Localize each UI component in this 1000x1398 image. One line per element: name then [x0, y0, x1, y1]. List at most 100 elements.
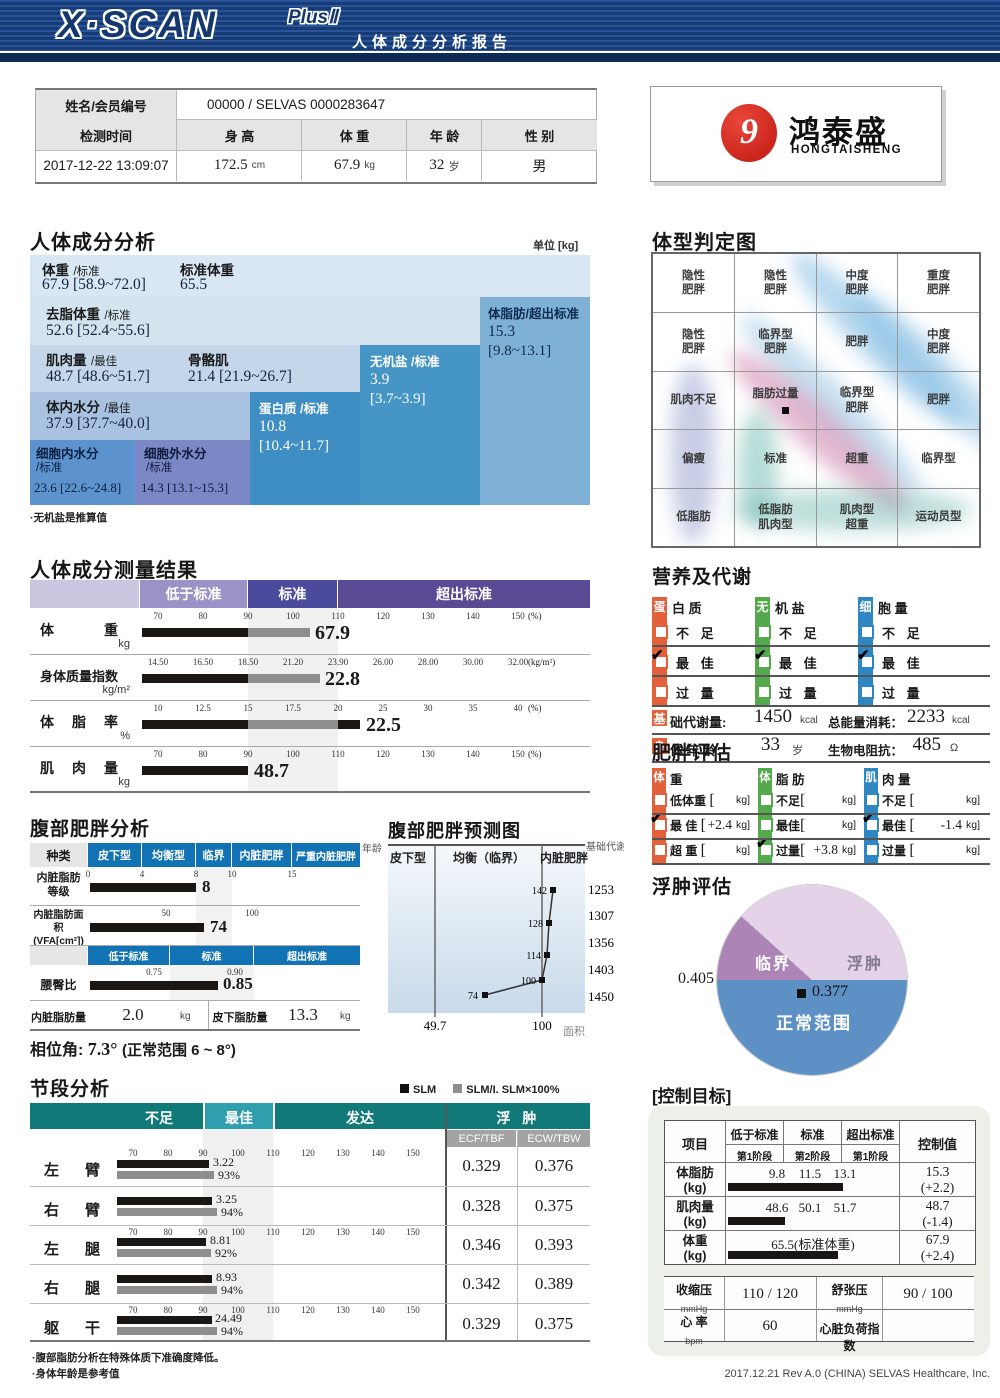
- checkbox: [860, 655, 874, 669]
- control-header-stage: 第2阶段: [794, 1152, 831, 1163]
- bodytype-cell: 肥胖: [927, 394, 950, 407]
- bmr-value: 1450: [754, 706, 792, 727]
- header-white-line: [0, 51, 1000, 53]
- bodytype-cell: 运动员型: [915, 511, 962, 524]
- cardiac-load-label: 心脏负荷指数: [819, 1322, 880, 1353]
- checkbox: [865, 818, 879, 832]
- bodyage-tab: 身: [652, 738, 667, 754]
- control-row-fat-target: 15.3 (+2.2): [920, 1164, 955, 1195]
- icw-box: 细胞内水分 /标准 23.6 [22.6~24.8]: [30, 440, 135, 505]
- prediction-bmr-label: 1356: [588, 935, 615, 950]
- segment-title: 节段分析: [30, 1079, 111, 1100]
- checkbox: [759, 843, 773, 857]
- checkmark: ✔: [754, 647, 767, 664]
- mineral-box: 无机盐 /标准 3.9 [3.7~3.9]: [360, 345, 480, 505]
- vfa-area-value: 74: [210, 917, 227, 936]
- control-header-low: 低于标准: [730, 1128, 779, 1142]
- bodyage-label: 体 年 龄:: [670, 743, 721, 758]
- diastolic-value: 90 / 100: [903, 1286, 953, 1302]
- edema-normal-label: 正常范围: [776, 1014, 852, 1033]
- cellmass-label: 胞 量: [878, 601, 908, 616]
- header-dark-strip: [0, 53, 1000, 62]
- abdominal-type: 皮下型: [88, 843, 141, 867]
- bodytype-cell-current: 脂肪过量: [752, 388, 799, 401]
- bodytype-cell: 中度 肥胖: [845, 269, 869, 296]
- weight-value: 67.9 kg: [301, 150, 407, 181]
- segment-header-best: 最佳: [225, 1110, 253, 1126]
- impedance-value: 485: [912, 734, 942, 755]
- zone-high: 超出标准: [254, 946, 360, 965]
- brand-logo-icon: 9: [721, 104, 777, 162]
- control-title: [控制目标]: [652, 1087, 732, 1106]
- tee-value: 2233: [907, 706, 945, 727]
- composition-unit: 单位 [kg]: [533, 240, 579, 252]
- segment-header-edema: 浮 肿: [496, 1110, 541, 1126]
- control-header-stage: 第1阶段: [736, 1152, 773, 1163]
- name-label: 姓名/会员编号: [36, 90, 176, 121]
- abdominal-type: 严重内脏肥胖: [292, 843, 360, 867]
- abdominal-type-label: 种类: [30, 843, 87, 867]
- checkmark: ✔: [857, 647, 870, 664]
- measurement-title: 人体成分测量结果: [30, 560, 198, 582]
- segment-header-low: 不足: [145, 1110, 173, 1126]
- body-fat-box: 体脂肪/超出标准 15.3 [9.8~13.1]: [480, 297, 590, 505]
- body-type-title: 体型判定图: [652, 232, 757, 254]
- brand-logo-box: 9 鸿泰盛 HONGTAISHENG: [650, 86, 942, 182]
- age-label: 年 龄: [406, 120, 482, 151]
- edema-boundary-value: 0.405: [678, 970, 714, 987]
- mineral-strip: [755, 597, 770, 705]
- abdominal-type: 均衡型: [142, 843, 195, 867]
- checkbox: [653, 793, 667, 807]
- protein-box: 蛋白质 /标准 10.8 [10.4~11.7]: [250, 392, 360, 505]
- bodyage-value: 33: [761, 734, 780, 755]
- bodytype-marker: [782, 407, 789, 414]
- protein-label: 白 质: [672, 601, 702, 616]
- checkmark: ✔: [756, 835, 769, 852]
- segment-subheader-ecf: ECF/TBF: [447, 1130, 516, 1147]
- patient-info-table: 姓名/会员编号 00000 / SELVAS 0000283647 检测时间 身…: [35, 88, 597, 184]
- mineral-tab: 无: [756, 600, 769, 614]
- brand-name-en: HONGTAISHENG: [791, 144, 903, 156]
- control-row-fat-label: 体脂肪 (kg): [676, 1166, 714, 1195]
- vfa-level-label: 内脏脂肪 等级: [36, 872, 81, 899]
- weight-box: 体重 /标准 67.9 [58.9~72.0] 标准体重 65.5: [30, 255, 590, 297]
- whr-label: 腰臀比: [40, 978, 77, 992]
- systolic-label: 收缩压 mmHg: [675, 1283, 712, 1314]
- ecw-box: 细胞外水分 /标准 14.3 [13.1~15.3]: [135, 440, 250, 505]
- zone-std: 标准: [170, 946, 253, 965]
- impedance-label: 生物电阻抗：: [828, 744, 904, 758]
- prediction-bmr-label: 1253: [588, 882, 614, 897]
- composition-boxes: 体重 /标准 67.9 [58.9~72.0] 标准体重 65.5 去脂体重 /…: [30, 255, 590, 505]
- segment-note-2: ·身体年龄是参考值: [32, 1368, 120, 1380]
- bodytype-cell: 临界型 肥胖: [839, 387, 875, 414]
- bodytype-cell: 肌肉型 超重: [839, 504, 875, 531]
- bodytype-cell: 重度 肥胖: [927, 269, 950, 296]
- xscan-logo: X·SCAN: [58, 4, 218, 45]
- prediction-zone: 皮下型: [389, 850, 426, 865]
- composition-footnote: ·无机盐是推算值: [30, 512, 107, 524]
- prediction-bmr-label: 1307: [588, 908, 615, 923]
- checkbox: [653, 843, 667, 857]
- protein-strip: [652, 597, 667, 705]
- gender-label: 性 别: [481, 120, 597, 151]
- control-table: 项目 低于标准 标准 超出标准 第1阶段 第2阶段 第1阶段 控制值 体脂肪 (…: [664, 1120, 976, 1265]
- cellmass-strip: [858, 597, 873, 705]
- prediction-bmr-label: 1450: [588, 989, 614, 1004]
- bodytype-cell: 低脂肪 肌肉型: [758, 504, 793, 531]
- control-row-weight-label: 体重 (kg): [682, 1234, 708, 1263]
- prediction-point-label: 142: [532, 886, 547, 897]
- checkbox: [865, 793, 879, 807]
- checkbox: [860, 625, 874, 639]
- bodytype-cell: 隐性 肥胖: [764, 269, 787, 296]
- measurement-header-empty: [30, 580, 139, 608]
- checkbox: [654, 625, 668, 639]
- tee-unit: kcal: [952, 715, 970, 726]
- report-title: 人体成分分析报告: [352, 34, 513, 51]
- control-header-std: 标准: [800, 1128, 825, 1142]
- segment-legend: SLM SLM/I. SLM×100%: [400, 1084, 560, 1096]
- time-label: 检测时间: [36, 120, 176, 151]
- zone-low: 低于标准: [88, 946, 169, 965]
- prediction-yaxis-left: 年龄: [362, 842, 382, 855]
- checkbox: [653, 818, 667, 832]
